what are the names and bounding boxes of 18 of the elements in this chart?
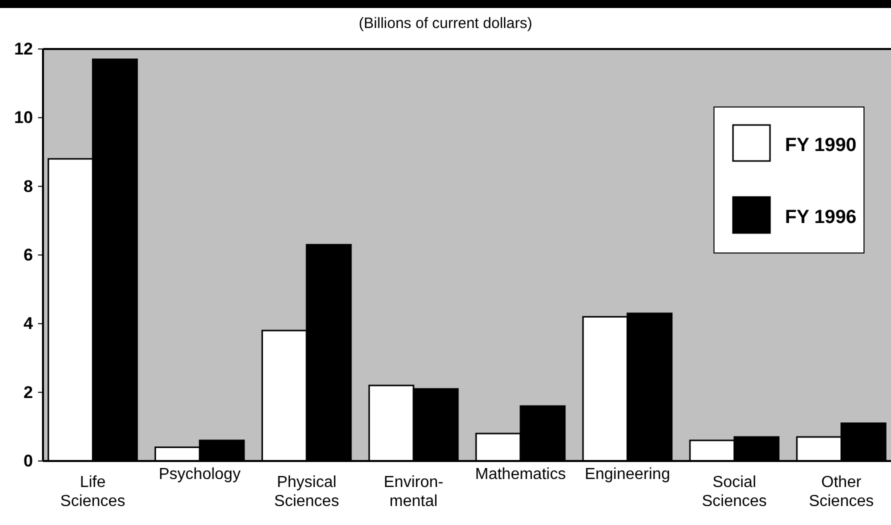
- y-tick-label: 2: [24, 382, 33, 402]
- y-tick-label: 10: [14, 108, 33, 128]
- legend-label: FY 1996: [785, 207, 856, 228]
- chart-subtitle: (Billions of current dollars): [358, 15, 532, 32]
- x-tick-label: Social Sciences: [702, 474, 767, 510]
- x-tick-label: Life Sciences: [60, 474, 126, 510]
- y-tick-label: 4: [24, 314, 34, 334]
- y-tick-label: 0: [24, 451, 33, 470]
- x-tick-label: Other Sciences: [808, 474, 874, 510]
- x-tick-label: Environ- mental: [384, 474, 444, 510]
- legend-label: FY 1990: [785, 135, 856, 156]
- x-tick-label: Engineering: [584, 466, 670, 483]
- x-tick-label: Physical Sciences: [274, 474, 340, 510]
- y-tick-label: 12: [14, 39, 33, 58]
- x-tick-label: Psychology: [158, 466, 241, 483]
- y-tick-label: 6: [24, 245, 33, 264]
- y-tick-label: 8: [24, 176, 33, 196]
- x-tick-label: Mathematics: [475, 466, 566, 483]
